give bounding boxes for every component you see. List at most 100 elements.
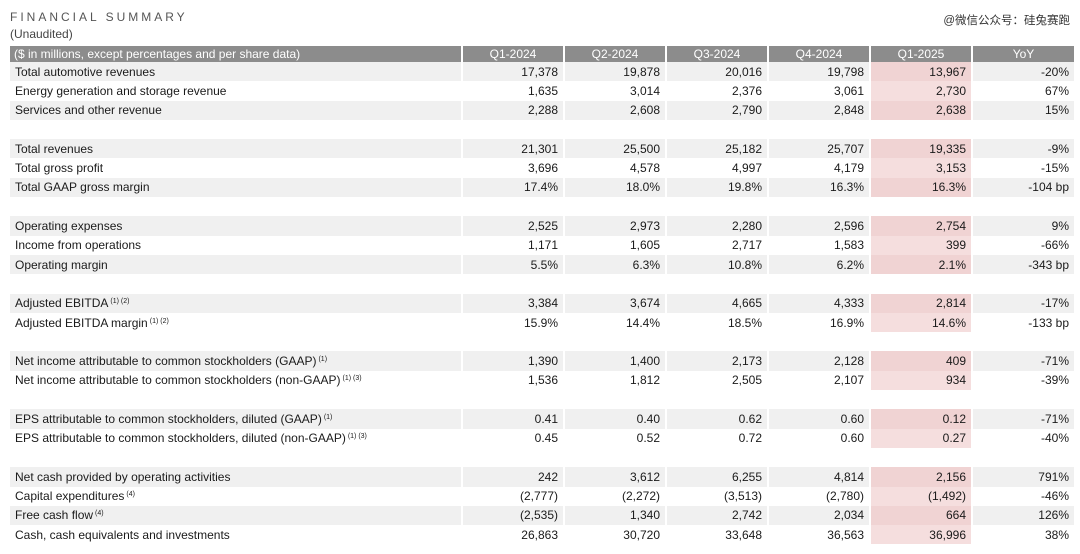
value-cell: 6.3% — [564, 254, 667, 275]
spacer-cell — [10, 197, 1074, 217]
table-row: Adjusted EBITDA (1) (2) 3,384 3,674 4,665 4,3… — [10, 293, 1074, 313]
page-subtitle: (Unaudited) — [10, 27, 73, 41]
value-cell: 2,128 — [768, 351, 871, 371]
value-cell: 2,596 — [768, 216, 871, 236]
value-cell: 1,536 — [462, 370, 565, 391]
footnote-marker: (4) — [126, 491, 135, 499]
row-label-text: Total GAAP gross margin — [15, 180, 150, 195]
value-cell: 6.2% — [768, 254, 871, 275]
value-cell: 5.5% — [462, 254, 565, 275]
value-cell: 20,016 — [666, 62, 769, 82]
value-cell: 934 — [870, 370, 973, 391]
row-label: Net income attributable to common stockh… — [10, 351, 463, 371]
value-cell: 33,648 — [666, 525, 769, 545]
value-cell: -104 bp — [972, 177, 1074, 198]
value-cell: -71% — [972, 351, 1074, 371]
value-cell: 242 — [462, 467, 565, 487]
value-cell: 4,665 — [666, 293, 769, 313]
row-label: Cash, cash equivalents and investments — [10, 525, 463, 545]
value-cell: 2,376 — [666, 81, 769, 101]
value-cell: 16.3% — [768, 177, 871, 198]
value-cell: 25,500 — [564, 139, 667, 159]
value-cell: 2,608 — [564, 100, 667, 120]
value-cell: -40% — [1040, 431, 1069, 446]
row-label: Adjusted EBITDA margin (1) (2) — [10, 312, 463, 333]
value-cell: 36,563 — [768, 525, 871, 545]
footnote-marker: (4) — [95, 510, 104, 518]
value-cell: 14.4% — [564, 312, 667, 333]
value-cell: 0.27 — [870, 428, 973, 448]
value-cell: 2,525 — [462, 216, 565, 236]
value-cell: 0.41 — [462, 409, 565, 429]
value-cell: 664 — [870, 505, 973, 526]
value-cell: 1,635 — [462, 81, 565, 101]
value-cell: 2,107 — [768, 370, 871, 391]
table-row: Cash, cash equivalents and investments 26… — [10, 525, 1074, 545]
row-label-text: Operating margin — [15, 257, 108, 272]
table-row: EPS attributable to common stockholders,… — [10, 409, 1074, 429]
row-label: Capital expenditures (4) — [10, 486, 463, 506]
value-cell: -39% — [1040, 373, 1069, 388]
value-cell: 18.0% — [564, 177, 667, 198]
value-cell: 19,878 — [564, 62, 667, 82]
row-label: Income from operations — [10, 235, 463, 255]
table-spacer-row — [10, 274, 1074, 294]
value-cell: 791% — [972, 467, 1074, 487]
row-label-text: Total automotive revenues — [15, 64, 156, 79]
value-cell: -66% — [1040, 238, 1069, 253]
value-cell: 2,034 — [768, 505, 871, 526]
value-cell: 9% — [972, 216, 1074, 236]
value-cell: (2,780) — [768, 486, 871, 506]
row-label-text: Capital expenditures — [15, 489, 125, 504]
value-cell: -343 bp — [972, 254, 1074, 275]
value-cell: 1,171 — [462, 235, 565, 255]
value-cell: 19,335 — [870, 139, 973, 159]
row-label-text: Total gross profit — [15, 161, 104, 176]
row-label: Total gross profit — [10, 158, 463, 178]
value-cell: 26,863 — [462, 525, 565, 545]
value-cell: 3,674 — [564, 293, 667, 313]
value-cell: (1,492) — [870, 486, 973, 506]
table-row: Energy generation and storage revenue 1,6… — [10, 81, 1074, 101]
value-cell: 2,717 — [666, 235, 769, 255]
table-row: Operating expenses 2,525 2,973 2,280 2,596 2,… — [10, 216, 1074, 236]
row-label-text: Net cash provided by operating activitie… — [15, 469, 231, 484]
table-row: Net income attributable to common stockh… — [10, 351, 1074, 371]
value-cell: 2,156 — [870, 467, 973, 487]
value-cell: 3,384 — [462, 293, 565, 313]
table-spacer-row — [10, 390, 1074, 410]
spacer-cell — [10, 447, 1074, 468]
row-label-text: Net income attributable to common stockh… — [15, 354, 317, 369]
value-cell: 16.9% — [768, 312, 871, 333]
value-cell: (2,535) — [462, 505, 565, 526]
footnote-marker: (1) — [323, 413, 333, 421]
value-cell: 19.8% — [666, 177, 769, 198]
value-cell: 2,280 — [666, 216, 769, 236]
table-row: Adjusted EBITDA margin (1) (2) 15.9% 14.4% 1… — [10, 312, 1074, 333]
value-cell: 14.6% — [870, 312, 973, 333]
row-label-text: Adjusted EBITDA — [15, 296, 109, 311]
table-row: Total gross profit 3,696 4,578 4,997 4,179 3,… — [10, 158, 1074, 178]
financial-summary-table: ($ in millions, except percentages and p… — [10, 46, 1074, 545]
column-header-q4-2024: Q4-2024 — [768, 46, 871, 62]
row-label: EPS attributable to common stockholders,… — [10, 428, 463, 448]
value-cell: 0.60 — [768, 409, 871, 429]
value-cell: 67% — [1044, 83, 1069, 98]
value-cell: 25,182 — [666, 139, 769, 159]
value-cell: 4,333 — [768, 293, 871, 313]
row-label-text: Energy generation and storage revenue — [15, 83, 227, 98]
value-cell: 1,812 — [564, 370, 667, 391]
value-cell: 3,696 — [462, 158, 565, 178]
row-label: Services and other revenue — [10, 100, 463, 120]
value-cell: 16.3% — [870, 177, 973, 198]
value-cell: 2,973 — [564, 216, 667, 236]
row-label-text: Operating expenses — [15, 219, 123, 234]
column-header-q1-2025: Q1-2025 — [870, 46, 973, 62]
value-cell: 17.4% — [462, 177, 565, 198]
value-cell: (2,272) — [564, 486, 667, 506]
value-cell: 399 — [870, 235, 973, 255]
value-cell: 21,301 — [462, 139, 565, 159]
value-cell: -71% — [972, 409, 1074, 429]
value-cell: 2,638 — [870, 100, 973, 120]
footnote-marker: (1) (3) — [342, 375, 362, 383]
